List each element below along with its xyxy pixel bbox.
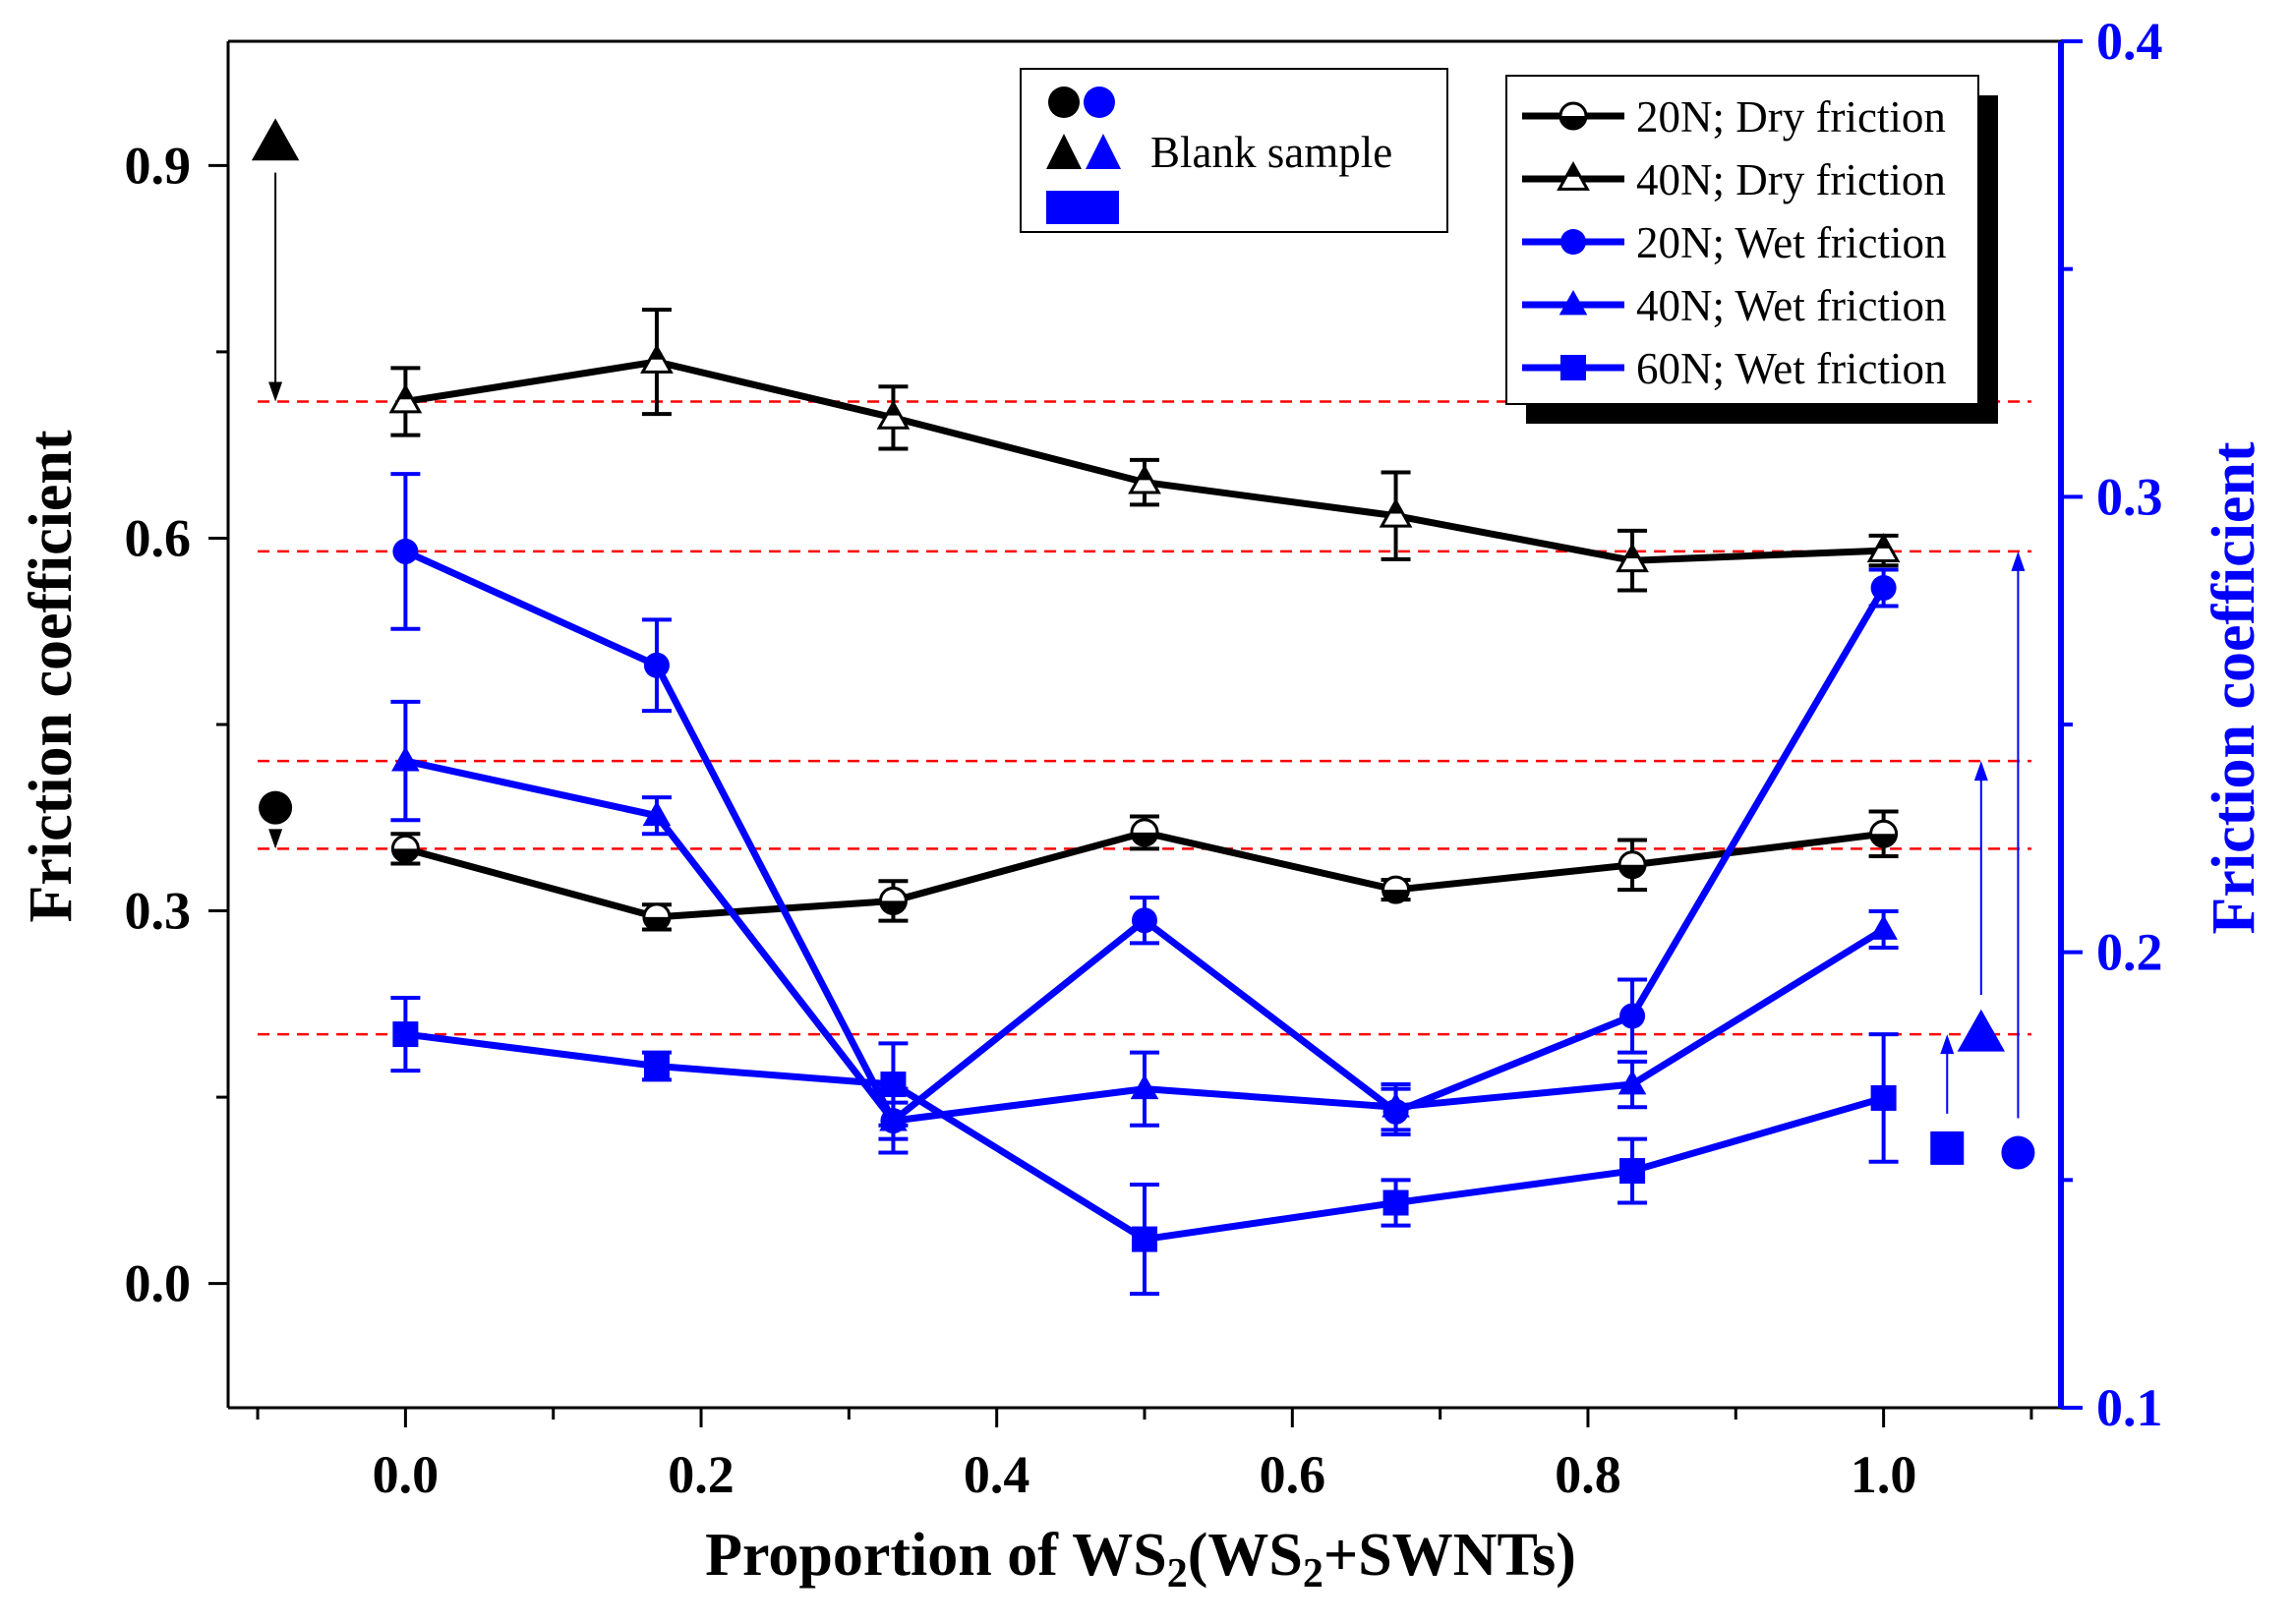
x-tick-label: 0.0 — [373, 1445, 440, 1504]
y-left-tick-label: 0.9 — [125, 136, 192, 195]
series-legend: 20N; Dry friction 40N; Dry friction 20N; W… — [1505, 75, 1998, 424]
data-point-3 — [391, 746, 420, 772]
blank-sample-arrowhead — [1940, 1034, 1955, 1055]
blank-sample-arrowhead — [268, 381, 283, 402]
blank-legend-black-circle-icon — [1048, 87, 1080, 118]
blank-sample-marker — [259, 790, 293, 825]
blank-sample-arrowhead — [1973, 761, 1988, 782]
legend-label-0: 20N; Dry friction — [1636, 92, 1946, 142]
data-point-0-half — [643, 916, 670, 930]
data-point-4 — [1870, 1084, 1897, 1111]
x-tick-label: 1.0 — [1851, 1445, 1917, 1504]
blank-sample-arrowhead — [268, 829, 283, 849]
y-axis-title-left: Friction coefficient — [18, 430, 85, 922]
blank-sample-layer — [251, 118, 2035, 1170]
y-left-tick-label: 0.0 — [125, 1254, 192, 1313]
data-point-4 — [392, 1021, 419, 1048]
legend-label-1: 40N; Dry friction — [1636, 155, 1946, 204]
data-point-4 — [1132, 1226, 1157, 1252]
x-tick-label: 0.4 — [964, 1445, 1030, 1504]
y-left-tick-label: 0.6 — [125, 508, 192, 567]
y-axis-title-right: Friction coefficient — [2201, 441, 2267, 934]
legend-marker-4 — [1560, 355, 1586, 380]
x-axis-title: Proportion of WS2(WS2+SWNTs) — [705, 1522, 1576, 1596]
blank-legend-blue-circle-icon — [1084, 87, 1115, 118]
x-title-part-2: (WS — [1188, 1522, 1303, 1589]
blank-legend-blue-square-icon — [1046, 191, 1119, 224]
data-point-0-half — [1382, 890, 1409, 903]
data-point-1-half — [1137, 467, 1152, 481]
y-left-tick-label: 0.3 — [125, 882, 192, 941]
x-title-sub-1: 2 — [1167, 1551, 1188, 1596]
data-point-1-half — [886, 402, 901, 416]
series-layer — [388, 307, 1901, 1297]
data-point-2 — [392, 538, 419, 564]
x-tick-label: 0.2 — [668, 1445, 735, 1504]
y-right-tick-label: 0.3 — [2096, 467, 2163, 526]
data-point-4 — [880, 1072, 907, 1098]
blank-legend-black-triangle-icon — [1046, 134, 1082, 169]
y-right-tick-label: 0.2 — [2096, 923, 2163, 982]
data-point-2 — [1132, 907, 1157, 934]
x-title-part-1: Proportion of WS — [705, 1522, 1167, 1589]
blank-legend-blue-triangle-icon — [1086, 134, 1121, 169]
data-point-1-half — [1388, 500, 1403, 514]
blank-sample-arrowhead — [2011, 551, 2026, 571]
blank-sample-marker — [1957, 1009, 2006, 1052]
data-point-3 — [1382, 1092, 1410, 1118]
blank-sample-marker — [2001, 1135, 2035, 1170]
data-point-1-half — [398, 386, 413, 400]
data-point-0-half — [392, 848, 419, 862]
data-point-1-half — [649, 347, 665, 360]
series-legend-frame — [1505, 75, 1979, 405]
x-tick-label: 0.6 — [1260, 1445, 1326, 1504]
data-point-1-half — [1876, 536, 1891, 549]
legend-label-3: 40N; Wet friction — [1636, 281, 1946, 330]
data-point-0-half — [880, 900, 907, 914]
blank-legend-label: Blank sample — [1150, 128, 1392, 177]
y-right-tick-label: 0.1 — [2096, 1378, 2163, 1437]
data-point-4 — [1382, 1189, 1409, 1216]
legend-label-2: 20N; Wet friction — [1636, 218, 1946, 267]
legend-marker-0-half — [1560, 116, 1586, 129]
data-point-0-half — [1619, 864, 1646, 878]
data-point-3 — [642, 800, 672, 827]
x-tick-label: 0.8 — [1555, 1445, 1621, 1504]
data-point-4 — [1619, 1158, 1646, 1185]
data-point-2 — [1870, 575, 1897, 601]
data-point-2 — [1619, 1003, 1646, 1029]
data-point-0-half — [1870, 834, 1897, 847]
x-title-sub-2: 2 — [1303, 1551, 1323, 1596]
data-point-3 — [1617, 1070, 1647, 1095]
blank-sample-legend: Blank sample — [1020, 68, 1448, 233]
legend-marker-3 — [1558, 290, 1588, 316]
axes-layer: 0.0 0.2 0.4 0.6 0.8 1.0 0.0 0.3 0.6 0.9 0.1 0.2 0.3 0… — [125, 12, 2163, 1504]
blank-sample-marker — [1930, 1131, 1965, 1165]
data-point-2 — [643, 652, 670, 678]
data-point-3 — [1130, 1073, 1159, 1100]
data-point-1-half — [1624, 546, 1640, 558]
y-right-tick-label: 0.4 — [2096, 12, 2163, 71]
data-point-3 — [879, 1106, 908, 1131]
legend-label-4: 60N; Wet friction — [1636, 344, 1946, 393]
legend-marker-1-half — [1565, 164, 1581, 177]
blank-sample-marker — [251, 118, 300, 161]
x-title-part-3: +SWNTs) — [1323, 1522, 1576, 1589]
data-point-3 — [1869, 914, 1898, 940]
legend-marker-2 — [1560, 229, 1586, 255]
data-point-4 — [643, 1053, 670, 1079]
data-point-0-half — [1132, 832, 1157, 845]
